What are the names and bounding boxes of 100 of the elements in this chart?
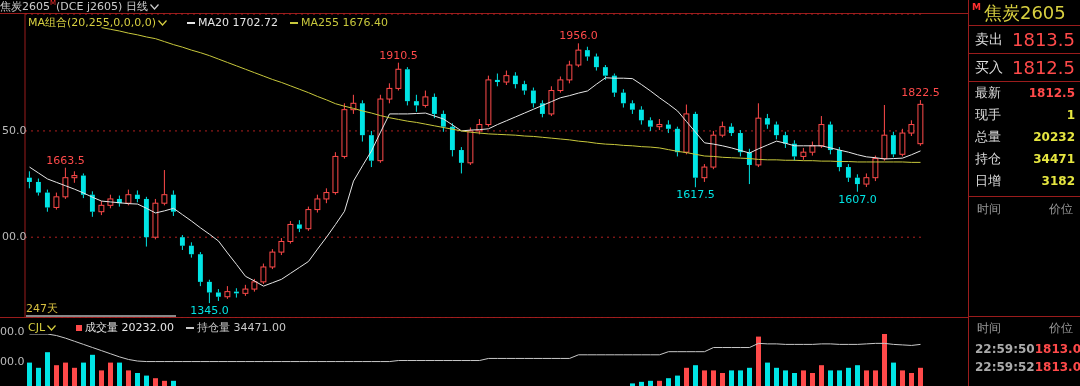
- category-label: 卖出: [975, 30, 1003, 49]
- candlestick: [458, 146, 464, 174]
- candlestick: [188, 241, 194, 259]
- candlestick: [674, 126, 680, 157]
- bar: [819, 365, 824, 386]
- bar: [810, 373, 815, 386]
- annotation: 50.0: [2, 123, 27, 138]
- bar: [657, 380, 662, 386]
- bar: [864, 370, 869, 386]
- text: 价位: [1049, 320, 1073, 337]
- bar: [855, 365, 860, 386]
- bar: [891, 362, 896, 386]
- candlestick: [296, 219, 302, 233]
- bar: [126, 370, 131, 386]
- bar: [711, 370, 716, 386]
- bar: [630, 383, 635, 386]
- text: 34471: [1033, 152, 1075, 166]
- candlestick: [359, 99, 365, 143]
- candlestick: [89, 190, 95, 218]
- bar: [837, 370, 842, 386]
- candlestick: [44, 189, 50, 213]
- candlestick: [413, 94, 419, 113]
- legend-title: CJL: [28, 321, 46, 334]
- candlestick: [845, 163, 851, 183]
- annotation: 1345.0: [190, 304, 229, 318]
- legend-label: MA20 1702.72: [197, 16, 279, 29]
- candlestick: [35, 178, 41, 197]
- text: 22:59:52: [975, 360, 1035, 374]
- candlestick: [215, 288, 221, 302]
- candlestick: [890, 131, 896, 158]
- candlestick: [728, 122, 734, 137]
- candlestick: [287, 220, 294, 245]
- category-label: 现手: [975, 106, 1001, 124]
- bar: [747, 367, 752, 386]
- text: 时间: [977, 201, 1001, 218]
- text: 1813.0: [1034, 342, 1080, 356]
- bar: [27, 362, 32, 386]
- bar: [801, 370, 806, 386]
- bar: [666, 378, 671, 386]
- bar: [99, 370, 104, 386]
- bar: [792, 373, 797, 386]
- candlestick: [737, 129, 743, 157]
- text: 22:59:50: [975, 342, 1035, 356]
- text: 时间: [977, 320, 1001, 337]
- bar: [162, 380, 167, 386]
- candlestick: [80, 172, 86, 199]
- bar: [774, 367, 779, 386]
- candlestick: [170, 189, 176, 217]
- candlestick: [494, 73, 500, 87]
- candlestick: [134, 189, 140, 203]
- bar: [828, 370, 833, 386]
- bar: [918, 367, 923, 386]
- candlestick: [665, 119, 671, 134]
- text: 1812.5: [1028, 86, 1075, 100]
- candlestick: [206, 279, 212, 304]
- candlestick: [854, 173, 860, 193]
- bar: [720, 373, 725, 386]
- bar: [45, 352, 50, 386]
- category-label: 最新: [975, 84, 1001, 102]
- bar: [54, 365, 59, 386]
- text: 1813.5: [1012, 29, 1075, 50]
- bar: [639, 381, 644, 386]
- candlestick: [827, 121, 833, 155]
- category-label: 买入: [975, 58, 1003, 77]
- legend-title: MA组合(20,255,0,0,0,0): [28, 15, 157, 30]
- bar: [693, 365, 698, 386]
- bar: [117, 362, 122, 386]
- bar: [675, 375, 680, 386]
- legend-label: 成交量 20232.00: [84, 320, 175, 335]
- text: 3182: [1041, 174, 1075, 188]
- bar: [36, 367, 41, 386]
- bar: [765, 362, 770, 386]
- text: 1: [1066, 108, 1075, 122]
- candlestick: [692, 111, 698, 188]
- candlestick: [71, 170, 78, 184]
- candlestick: [143, 196, 149, 248]
- annotation: 1822.5: [901, 86, 940, 100]
- bar: [756, 336, 761, 386]
- annotation: 247天: [26, 301, 58, 316]
- text: 焦炭2605: [983, 0, 1066, 25]
- bar: [882, 334, 887, 386]
- candlestick: [620, 88, 626, 109]
- bar: [783, 370, 788, 386]
- chart-title: 焦炭2605$^{M}$(DCE j2605) 日线: [0, 0, 148, 14]
- bar: [63, 362, 68, 386]
- text: 00.0: [0, 325, 25, 338]
- bar: [72, 367, 77, 386]
- annotation: 00.0: [2, 230, 27, 245]
- candlestick: [521, 80, 527, 96]
- category-label: 日增: [975, 172, 1001, 190]
- bar: [171, 380, 176, 386]
- annotation: 1607.0: [838, 192, 877, 206]
- category-label: 持仓: [975, 150, 1001, 168]
- candlestick: [764, 113, 770, 130]
- candlestick: [773, 121, 779, 140]
- candlestick: [530, 87, 536, 109]
- bar: [135, 373, 140, 386]
- text: 1812.5: [1012, 57, 1075, 78]
- bar: [900, 370, 905, 386]
- candlestick: [638, 105, 644, 126]
